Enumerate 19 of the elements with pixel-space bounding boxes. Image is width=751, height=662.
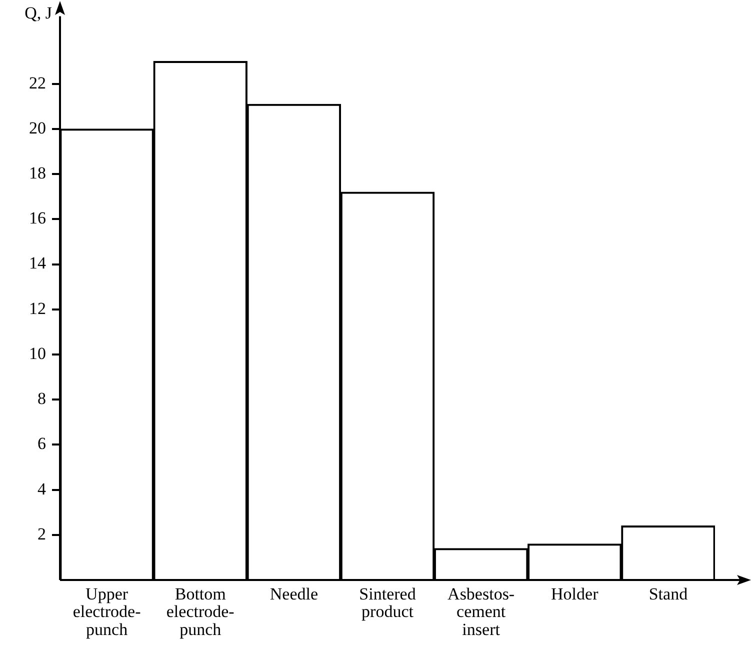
y-tick-label: 4 — [38, 479, 46, 498]
x-tick-label: Stand — [648, 584, 688, 604]
x-tick-label: Holder — [551, 584, 599, 604]
y-tick-label: 20 — [29, 118, 46, 138]
y-tick-label: 18 — [29, 164, 46, 183]
x-tick-label: Bottom electrode-punch — [166, 584, 235, 640]
x-tick-label: Upper electrode-punch — [72, 584, 142, 640]
y-tick-label: 6 — [38, 434, 46, 454]
x-tick-label: Asbestos-cement insert — [448, 584, 515, 640]
y-tick-label: 10 — [29, 344, 46, 363]
y-tick-label: 14 — [29, 254, 46, 273]
x-tick-label: Sintered product — [359, 584, 416, 622]
y-axis-title: Q, J — [24, 3, 52, 22]
y-tick-label: 16 — [29, 208, 46, 228]
y-tick-label: 22 — [29, 73, 46, 92]
x-tick-label: Needle — [270, 584, 318, 604]
y-tick-label: 2 — [38, 524, 46, 544]
y-tick-label: 8 — [38, 389, 46, 408]
y-tick-label: 12 — [29, 298, 46, 318]
